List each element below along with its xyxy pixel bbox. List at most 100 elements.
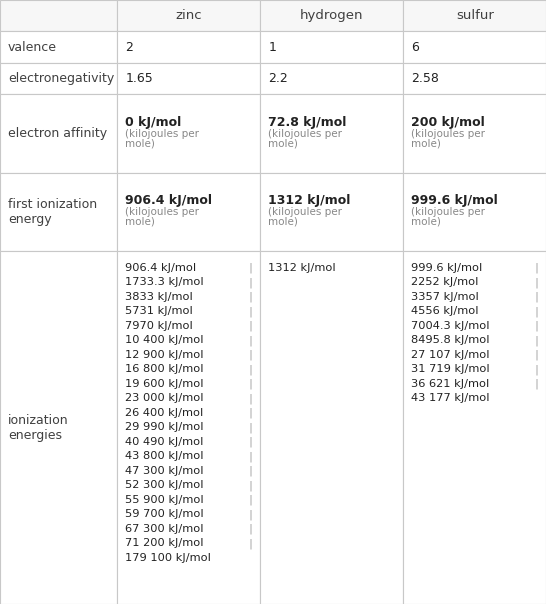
Text: |: | <box>534 321 538 331</box>
Bar <box>260 173 403 251</box>
Text: 1733.3 kJ/mol: 1733.3 kJ/mol <box>126 277 204 287</box>
Bar <box>403 251 546 604</box>
Text: (kilojoules per: (kilojoules per <box>126 207 199 217</box>
Text: 0 kJ/mol: 0 kJ/mol <box>126 116 182 129</box>
Text: 2.2: 2.2 <box>269 72 288 85</box>
Text: 1312 kJ/mol: 1312 kJ/mol <box>269 194 351 208</box>
Text: |: | <box>248 509 252 519</box>
Text: 36 621 kJ/mol: 36 621 kJ/mol <box>412 379 490 388</box>
Text: 3357 kJ/mol: 3357 kJ/mol <box>412 292 479 301</box>
Text: |: | <box>248 321 252 331</box>
Text: 10 400 kJ/mol: 10 400 kJ/mol <box>126 335 204 345</box>
Text: 2: 2 <box>126 40 133 54</box>
Bar <box>403 0 546 31</box>
Text: |: | <box>534 277 538 288</box>
Text: |: | <box>248 393 252 403</box>
Text: |: | <box>534 292 538 302</box>
Text: |: | <box>534 379 538 389</box>
Bar <box>0 173 117 251</box>
Text: ionization
energies: ionization energies <box>8 414 69 442</box>
Text: 1.65: 1.65 <box>126 72 153 85</box>
Text: 1312 kJ/mol: 1312 kJ/mol <box>269 263 336 272</box>
Text: |: | <box>248 524 252 534</box>
Text: 2.58: 2.58 <box>412 72 440 85</box>
Bar <box>117 251 260 604</box>
Text: |: | <box>248 466 252 476</box>
Text: 47 300 kJ/mol: 47 300 kJ/mol <box>126 466 204 475</box>
Text: 26 400 kJ/mol: 26 400 kJ/mol <box>126 408 204 417</box>
Bar <box>0 63 117 94</box>
Text: |: | <box>534 335 538 345</box>
Text: |: | <box>248 422 252 432</box>
Text: 59 700 kJ/mol: 59 700 kJ/mol <box>126 509 204 519</box>
Text: mole): mole) <box>269 138 298 149</box>
Text: 7970 kJ/mol: 7970 kJ/mol <box>126 321 193 330</box>
Text: mole): mole) <box>269 217 298 227</box>
Text: 906.4 kJ/mol: 906.4 kJ/mol <box>126 263 197 272</box>
Text: mole): mole) <box>126 138 155 149</box>
Bar <box>260 31 403 63</box>
Text: 999.6 kJ/mol: 999.6 kJ/mol <box>412 194 498 208</box>
Text: 6: 6 <box>412 40 419 54</box>
Text: 2252 kJ/mol: 2252 kJ/mol <box>412 277 479 287</box>
Text: |: | <box>248 335 252 345</box>
Text: 12 900 kJ/mol: 12 900 kJ/mol <box>126 350 204 359</box>
Text: 19 600 kJ/mol: 19 600 kJ/mol <box>126 379 204 388</box>
Text: |: | <box>248 277 252 288</box>
Text: mole): mole) <box>126 217 155 227</box>
Text: (kilojoules per: (kilojoules per <box>126 129 199 139</box>
Text: |: | <box>248 306 252 316</box>
Text: 8495.8 kJ/mol: 8495.8 kJ/mol <box>412 335 490 345</box>
Text: mole): mole) <box>412 217 441 227</box>
Text: |: | <box>248 364 252 374</box>
Bar <box>403 31 546 63</box>
Bar <box>117 173 260 251</box>
Text: |: | <box>248 451 252 461</box>
Text: |: | <box>248 538 252 548</box>
Text: 52 300 kJ/mol: 52 300 kJ/mol <box>126 480 204 490</box>
Text: 67 300 kJ/mol: 67 300 kJ/mol <box>126 524 204 533</box>
Text: 999.6 kJ/mol: 999.6 kJ/mol <box>412 263 483 272</box>
Text: 55 900 kJ/mol: 55 900 kJ/mol <box>126 495 204 504</box>
Text: 43 800 kJ/mol: 43 800 kJ/mol <box>126 451 204 461</box>
Text: 71 200 kJ/mol: 71 200 kJ/mol <box>126 538 204 548</box>
Bar <box>0 251 117 604</box>
Text: |: | <box>248 480 252 490</box>
Text: 23 000 kJ/mol: 23 000 kJ/mol <box>126 393 204 403</box>
Text: 1: 1 <box>269 40 276 54</box>
Text: |: | <box>248 292 252 302</box>
Text: (kilojoules per: (kilojoules per <box>269 129 342 139</box>
Text: (kilojoules per: (kilojoules per <box>412 129 485 139</box>
Text: |: | <box>248 379 252 389</box>
Text: |: | <box>534 364 538 374</box>
Text: |: | <box>248 408 252 418</box>
Text: electron affinity: electron affinity <box>8 127 107 140</box>
Text: 29 990 kJ/mol: 29 990 kJ/mol <box>126 422 204 432</box>
Text: 906.4 kJ/mol: 906.4 kJ/mol <box>126 194 212 208</box>
Text: valence: valence <box>8 40 57 54</box>
Text: |: | <box>248 350 252 360</box>
Bar <box>403 63 546 94</box>
Text: 5731 kJ/mol: 5731 kJ/mol <box>126 306 193 316</box>
Text: (kilojoules per: (kilojoules per <box>269 207 342 217</box>
Bar <box>260 94 403 173</box>
Bar <box>117 0 260 31</box>
Text: electronegativity: electronegativity <box>8 72 114 85</box>
Text: mole): mole) <box>412 138 441 149</box>
Text: 200 kJ/mol: 200 kJ/mol <box>412 116 485 129</box>
Text: |: | <box>534 350 538 360</box>
Text: |: | <box>534 263 538 273</box>
Bar <box>0 0 117 31</box>
Text: 43 177 kJ/mol: 43 177 kJ/mol <box>412 393 490 403</box>
Text: 27 107 kJ/mol: 27 107 kJ/mol <box>412 350 490 359</box>
Text: |: | <box>248 437 252 447</box>
Text: (kilojoules per: (kilojoules per <box>412 207 485 217</box>
Text: sulfur: sulfur <box>456 9 494 22</box>
Bar <box>403 94 546 173</box>
Bar <box>260 251 403 604</box>
Text: 16 800 kJ/mol: 16 800 kJ/mol <box>126 364 204 374</box>
Text: zinc: zinc <box>176 9 202 22</box>
Text: |: | <box>248 495 252 505</box>
Text: 3833 kJ/mol: 3833 kJ/mol <box>126 292 193 301</box>
Bar <box>0 31 117 63</box>
